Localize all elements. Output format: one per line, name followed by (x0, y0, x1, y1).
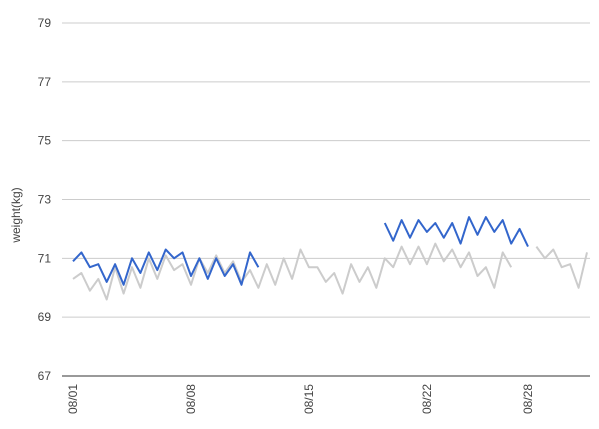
y-tick-label: 79 (38, 16, 52, 30)
x-tick-label: 08/08 (184, 384, 198, 414)
x-tick-label: 08/01 (66, 384, 80, 414)
y-tick-label: 77 (38, 75, 52, 89)
y-axis-title: weight(kg) (9, 187, 23, 243)
y-tick-label: 73 (38, 193, 52, 207)
y-tick-label: 67 (38, 369, 52, 383)
y-tick-label: 69 (38, 310, 52, 324)
x-tick-label: 08/28 (521, 384, 535, 414)
y-tick-label: 71 (38, 251, 52, 265)
x-tick-label: 08/22 (420, 384, 434, 414)
line-series (72, 216, 529, 286)
line-series (72, 242, 588, 301)
y-tick-label: 75 (38, 134, 52, 148)
x-tick-label: 08/15 (302, 384, 316, 414)
